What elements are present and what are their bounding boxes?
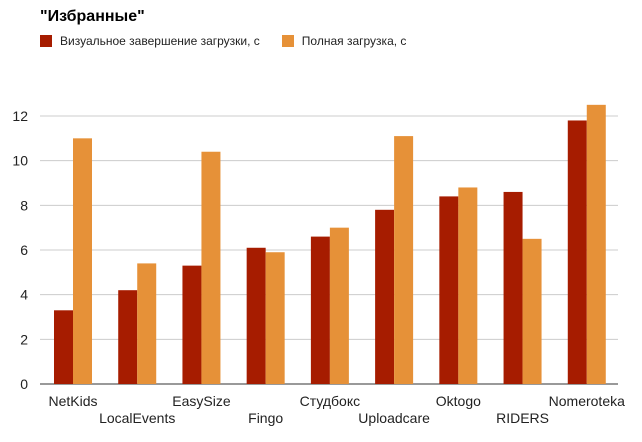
bar-1	[246, 247, 266, 384]
y-tick-label: 0	[20, 376, 28, 392]
bar-2	[586, 104, 606, 384]
legend-item-series-1: Визуальное завершение загрузки, с	[40, 34, 260, 48]
y-tick-label: 6	[20, 242, 28, 258]
bar-2	[394, 136, 414, 384]
bar-1	[182, 265, 202, 384]
legend-label-series-2: Полная загрузка, с	[301, 34, 407, 48]
bar-1	[118, 290, 138, 384]
bar-1	[310, 236, 330, 384]
bar-1	[54, 310, 73, 384]
chart-title: "Избранные"	[40, 8, 145, 25]
y-tick-label: 12	[12, 108, 28, 124]
bar-2	[265, 252, 285, 384]
x-tick-label: LocalEvents	[99, 410, 175, 426]
y-tick-label: 4	[20, 287, 28, 303]
legend-item-series-2: Полная загрузка, с	[281, 34, 407, 48]
legend-label-series-1: Визуальное завершение загрузки, с	[60, 34, 260, 48]
bar-1	[503, 191, 523, 384]
bar-1	[439, 196, 459, 384]
x-tick-label: Nomeroteka	[549, 393, 625, 409]
x-tick-label: NetKids	[48, 393, 97, 409]
bar-2	[458, 187, 478, 384]
chart-legend: Визуальное завершение загрузки, с Полная…	[40, 34, 428, 48]
bar-2	[522, 238, 542, 384]
x-tick-label: RIDERS	[496, 410, 549, 426]
bar-2	[201, 151, 221, 384]
legend-swatch-series-2	[281, 35, 294, 47]
x-tick-label: Oktogo	[436, 393, 481, 409]
y-tick-label: 8	[20, 197, 28, 213]
bar-1	[567, 120, 587, 384]
bar-2	[329, 227, 349, 384]
bar-2	[73, 138, 92, 384]
x-tick-label: Uploadcare	[358, 410, 430, 426]
x-tick-label: Студбокс	[300, 393, 360, 409]
x-tick-label: Fingo	[248, 410, 283, 426]
bar-2	[137, 263, 157, 384]
x-tick-label: EasySize	[172, 393, 231, 409]
bar-1	[375, 209, 395, 384]
y-tick-label: 10	[12, 153, 28, 169]
legend-swatch-series-1	[40, 35, 52, 47]
y-tick-label: 2	[20, 331, 28, 347]
